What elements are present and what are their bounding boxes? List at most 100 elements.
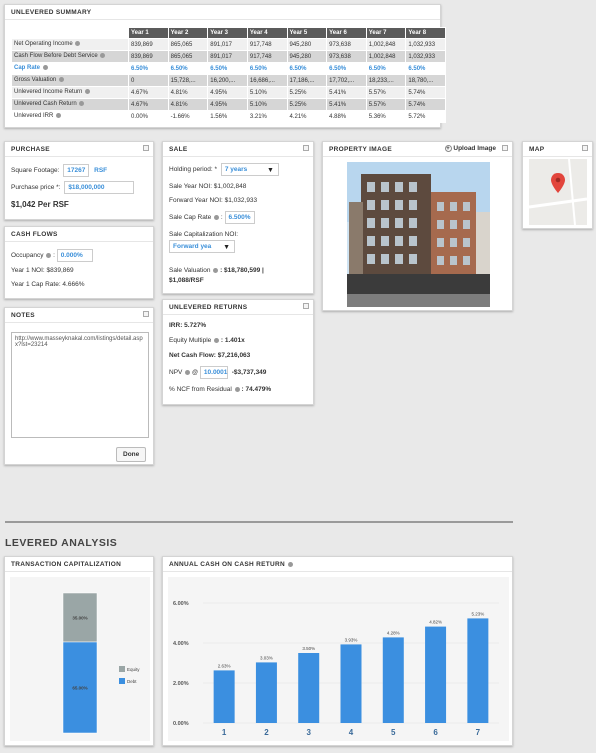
- unlevered-returns-title: UNLEVERED RETURNS: [163, 300, 313, 315]
- table-column-header: Year 5: [286, 27, 328, 39]
- stacked-bar-segment-debt: [62, 641, 98, 734]
- info-icon: [42, 65, 48, 71]
- table-column-header: Year 7: [365, 27, 407, 39]
- table-cell: 4.67%: [128, 86, 169, 99]
- table-cell: 891,017: [207, 50, 248, 63]
- table-cell: 4.81%: [167, 98, 209, 111]
- purchase-panel: PURCHASE Square Footage: 17267 RSF Purch…: [4, 141, 154, 220]
- row-label-text: Unlevered IRR: [14, 113, 54, 120]
- transaction-capitalization-panel: TRANSACTION CAPITALIZATION 35.00% 65.00% E…: [4, 556, 154, 746]
- at-icon: @: [192, 370, 199, 377]
- panel-toggle-icon[interactable]: [502, 145, 508, 151]
- table-cell: 865,065: [167, 50, 209, 63]
- cash-flows-panel: CASH FLOWS Occupancy : 0.000% Year 1 NOI…: [4, 226, 154, 299]
- info-icon: [58, 77, 64, 83]
- table-row: Net Operating Income 839,869 865,065 891,0…: [11, 38, 446, 51]
- ncf-residual-value: : 74.479%: [241, 386, 272, 393]
- table-column-header: Year 2: [167, 27, 209, 39]
- price-input[interactable]: $18,000,000: [64, 181, 135, 194]
- table-cell: 6.50%: [405, 62, 446, 75]
- table-cell: 6.50%: [326, 62, 367, 75]
- table-cell: 6.50%: [128, 62, 169, 75]
- table-cell: 17,702,...: [326, 74, 367, 87]
- row-label-text: Net Operating Income: [14, 41, 73, 48]
- table-cell: 16,200,...: [207, 74, 248, 87]
- legend-swatch: [119, 666, 125, 672]
- forward-year-noi: Forward Year NOI: $1,032,933: [169, 197, 258, 204]
- upload-image-button[interactable]: + Upload Image: [444, 145, 496, 152]
- occupancy-input[interactable]: 0.000%: [56, 249, 93, 262]
- row-label-text: Cap Rate: [14, 65, 41, 72]
- bar: [467, 618, 489, 723]
- legend-label: Equity: [127, 667, 140, 672]
- table-cell: -1.66%: [167, 110, 209, 123]
- table-cell: 945,280: [286, 38, 328, 51]
- table-row: Unlevered IRR 0.00% -1.66% 1.56% 3.21% 4.21%…: [11, 110, 446, 123]
- map-marker-icon: [551, 173, 565, 193]
- table-cell: 4.67%: [128, 98, 169, 111]
- table-cell: 0.00%: [128, 110, 169, 123]
- data-label: 3.50%: [302, 646, 315, 651]
- done-button[interactable]: Done: [116, 447, 147, 462]
- panel-toggle-icon[interactable]: [303, 303, 309, 309]
- table-cell: 6.50%: [207, 62, 248, 75]
- npv-rate-input[interactable]: 10.0001: [199, 366, 228, 379]
- x-tick-label: 6: [433, 728, 438, 737]
- panel-toggle-icon[interactable]: [582, 145, 588, 151]
- notes-textarea[interactable]: [11, 332, 149, 438]
- row-label: Unlevered Cash Return: [11, 98, 129, 111]
- table-column-header: Year 3: [207, 27, 248, 39]
- sqft-input[interactable]: 17267: [63, 164, 90, 177]
- table-cell: 973,638: [326, 50, 367, 63]
- data-label: 2.63%: [218, 663, 231, 668]
- sale-valuation-label: Sale Valuation: [169, 267, 211, 274]
- table-cell: 18,780,...: [405, 74, 446, 87]
- x-tick-label: 4: [349, 728, 354, 737]
- map-title: MAP: [523, 142, 592, 157]
- table-cell: 4.81%: [167, 86, 209, 99]
- table-cell: 5.72%: [405, 110, 446, 123]
- table-column-header: Year 1: [128, 27, 169, 39]
- unlevered-summary-title: UNLEVERED SUMMARY: [5, 5, 440, 20]
- legend-swatch: [119, 678, 125, 684]
- map-view[interactable]: [529, 159, 587, 225]
- sale-cap-input[interactable]: 6.500%: [224, 211, 255, 224]
- panel-toggle-icon[interactable]: [143, 145, 149, 151]
- table-cell: 3.21%: [246, 110, 288, 123]
- y-tick-label: 6.00%: [173, 601, 189, 607]
- table-cell: 0: [128, 74, 169, 87]
- x-tick-label: 1: [222, 728, 227, 737]
- bar: [298, 653, 320, 723]
- table-cell: 1,032,933: [405, 38, 446, 51]
- bar: [340, 644, 362, 723]
- table-cell: 5.41%: [326, 98, 367, 111]
- dropdown-arrow-icon: ▼: [223, 244, 230, 251]
- map-panel: MAP: [522, 141, 593, 229]
- table-cell: 5.10%: [246, 86, 288, 99]
- cap-noi-select[interactable]: Forward yea ▼: [169, 240, 235, 253]
- panel-toggle-icon[interactable]: [303, 145, 309, 151]
- irr-value: IRR: 5.727%: [169, 322, 207, 329]
- holding-period-select[interactable]: 7 years ▼: [220, 163, 279, 176]
- upload-image-label: Upload Image: [453, 145, 496, 152]
- x-tick-label: 5: [391, 728, 396, 737]
- annual-cash-on-cash-panel: ANNUAL CASH ON CASH RETURN 0.00% 2.00% 4.0…: [162, 556, 513, 746]
- panel-toggle-icon[interactable]: [143, 311, 149, 317]
- purchase-title: PURCHASE: [5, 142, 153, 157]
- npv-label: NPV: [169, 369, 183, 377]
- data-label: 4.82%: [429, 620, 442, 625]
- npv-value: -$3,737,349: [231, 369, 267, 377]
- row-label-text: Unlevered Cash Return: [14, 101, 77, 108]
- table-row: Cash Flow Before Debt Service 839,869 865…: [11, 50, 446, 63]
- info-icon: [288, 561, 294, 567]
- table-cell: 839,869: [128, 38, 169, 51]
- occupancy-label: Occupancy: [11, 252, 44, 260]
- table-cell: 945,280: [286, 50, 328, 63]
- cash-flows-title: CASH FLOWS: [5, 227, 153, 242]
- table-cell: 5.41%: [326, 86, 367, 99]
- y-tick-label: 4.00%: [173, 641, 189, 647]
- y-tick-label: 0.00%: [173, 721, 189, 727]
- table-cell: 17,186,...: [286, 74, 328, 87]
- table-cell: 5.74%: [405, 98, 446, 111]
- sqft-label: Square Footage:: [11, 167, 60, 175]
